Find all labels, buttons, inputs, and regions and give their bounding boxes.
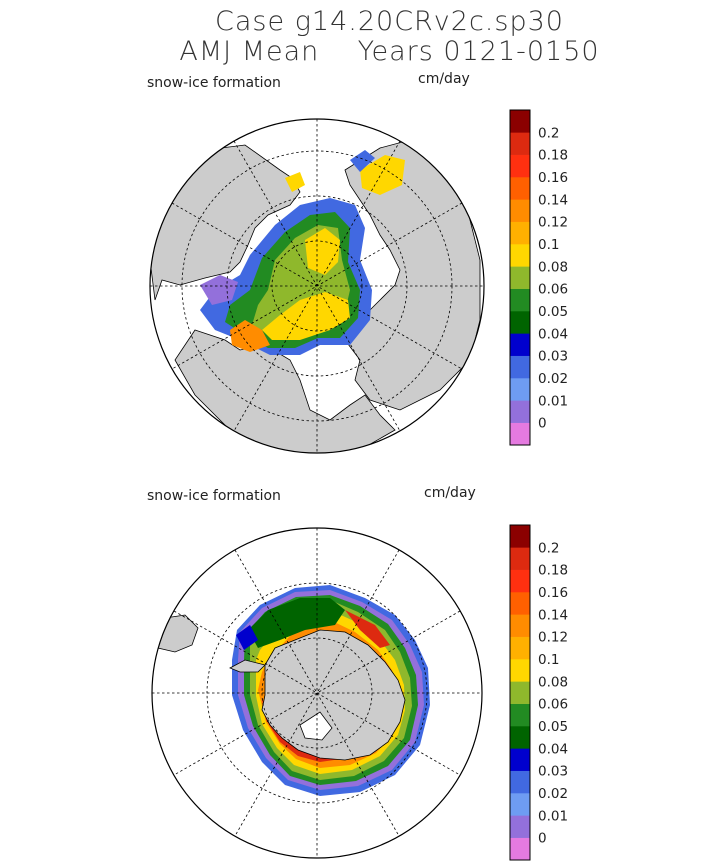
north-colorbar-segment — [510, 244, 530, 267]
south-colorbar-segment — [510, 547, 530, 570]
north-colorbar-tick-label: 0.2 — [538, 125, 559, 141]
north-colorbar-segment — [510, 132, 530, 155]
south-colorbar-tick-label: 0.06 — [538, 697, 568, 713]
south-colorbar-segment — [510, 837, 530, 861]
south-colorbar-tick-label: 0.2 — [538, 540, 559, 556]
south-colorbar-segment — [510, 592, 530, 615]
south-colorbar-tick-label: 0.01 — [538, 808, 568, 824]
south-colorbar-tick-label: 0.16 — [538, 585, 568, 601]
north-colorbar-tick-label: 0.1 — [538, 237, 559, 253]
south-colorbar-tick-label: 0 — [538, 831, 547, 847]
north-field-label: snow-ice formation — [147, 75, 281, 91]
north-colorbar-tick-label: 0.14 — [538, 192, 568, 208]
north-colorbar-segment — [510, 378, 530, 401]
north-colorbar-frame — [509, 109, 531, 446]
south-ice-weddell — [248, 598, 345, 648]
north-colorbar-segment — [510, 355, 530, 379]
north-colorbar-tick-label: 0.05 — [538, 304, 568, 320]
north-colorbar-tick-label: 0.04 — [538, 326, 568, 342]
south-ice-weddell-blue — [236, 625, 258, 650]
south-colorbar-tick-label: 0.1 — [538, 652, 559, 668]
south-polar-map — [151, 527, 483, 859]
north-ice-okhotsk — [360, 155, 405, 195]
north-colorbar-tick-label: 0.01 — [538, 393, 568, 409]
south-colorbar-tick-label: 0.08 — [538, 674, 568, 690]
north-colorbar-segment — [510, 311, 530, 334]
north-colorbar-segment — [510, 221, 530, 245]
south-colorbar-segment — [510, 659, 530, 682]
north-colorbar-segment — [510, 110, 530, 133]
north-colorbar-segment — [510, 199, 530, 222]
north-polar-map — [149, 118, 485, 454]
south-colorbar-segment — [510, 614, 530, 637]
north-units-label: cm/day — [418, 71, 470, 87]
north-colorbar-tick-label: 0.02 — [538, 371, 568, 387]
south-colorbar-segment — [510, 815, 530, 838]
north-colorbar-tick-label: 0.12 — [538, 215, 568, 231]
south-ice-east-red — [345, 610, 390, 648]
north-colorbar-segment — [510, 177, 530, 200]
south-colorbar-segment — [510, 770, 530, 794]
south-colorbar-tick-label: 0.04 — [538, 741, 568, 757]
south-colorbar-segment — [510, 793, 530, 816]
north-colorbar-segment — [510, 422, 530, 446]
south-colorbar-segment — [510, 569, 530, 593]
north-colorbar-tick-label: 0.16 — [538, 170, 568, 186]
south-units-label: cm/day — [424, 485, 476, 501]
north-colorbar-segment — [510, 333, 530, 356]
north-ice-baffin — [200, 275, 238, 305]
south-colorbar-tick-label: 0.18 — [538, 563, 568, 579]
south-colorbar-segment — [510, 681, 530, 704]
south-colorbar-segment — [510, 525, 530, 548]
south-colorbar-frame — [509, 524, 531, 861]
south-colorbar-tick-label: 0.02 — [538, 786, 568, 802]
south-field-label: snow-ice formation — [147, 488, 281, 504]
south-colorbar-segment — [510, 726, 530, 749]
north-colorbar-segment — [510, 266, 530, 289]
south-colorbar: 0.2 0.18 0.16 0.14 0.12 0.1 0.08 0.06 0.05 0.04 0.… — [509, 524, 568, 861]
north-colorbar-tick-label: 0 — [538, 416, 547, 432]
north-land-eurasia — [150, 144, 301, 301]
south-colorbar-segment — [510, 703, 530, 727]
north-colorbar-segment — [510, 288, 530, 312]
north-colorbar: 0.2 0.18 0.16 0.14 0.12 0.1 0.08 0.06 0.05 0.04 0.… — [509, 109, 568, 446]
north-ice-orange — [230, 320, 270, 352]
south-colorbar-tick-label: 0.14 — [538, 607, 568, 623]
title-line-2: AMJ Mean Years 0121-0150 — [179, 36, 600, 67]
south-colorbar-tick-label: 0.03 — [538, 764, 568, 780]
north-colorbar-tick-label: 0.18 — [538, 148, 568, 164]
north-ice-bering — [285, 172, 305, 192]
south-colorbar-tick-label: 0.05 — [538, 719, 568, 735]
title-line-1: Case g14.20CRv2c.sp30 — [215, 6, 564, 37]
north-ice-okhotsk-edge — [350, 150, 375, 172]
north-ice-yellow-lower — [262, 292, 350, 340]
north-colorbar-segment — [510, 154, 530, 178]
north-colorbar-tick-label: 0.03 — [538, 349, 568, 365]
north-colorbar-tick-label: 0.06 — [538, 282, 568, 298]
north-colorbar-tick-label: 0.08 — [538, 259, 568, 275]
south-land-antarctica — [261, 629, 406, 761]
south-land-peninsula — [229, 659, 266, 673]
south-colorbar-segment — [510, 748, 530, 771]
south-colorbar-segment — [510, 636, 530, 660]
north-ice-yellow-core — [305, 228, 340, 275]
north-colorbar-segment — [510, 400, 530, 423]
south-colorbar-tick-label: 0.12 — [538, 630, 568, 646]
